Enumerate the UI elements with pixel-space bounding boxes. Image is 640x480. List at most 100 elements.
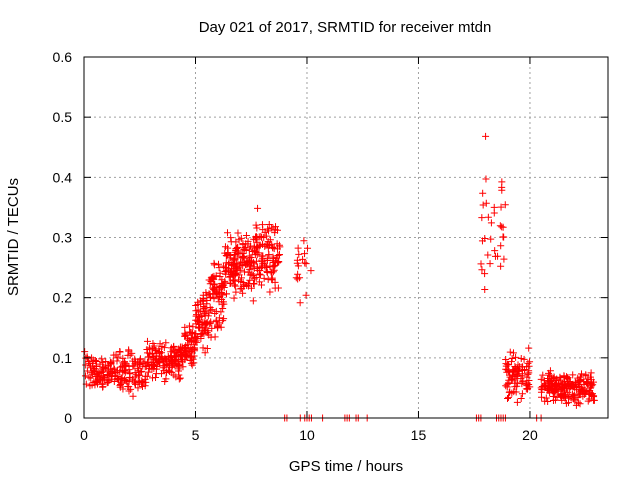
data-point [229,271,237,279]
data-point [181,330,189,338]
data-point [132,371,140,379]
data-point [221,249,229,257]
data-point [181,323,189,331]
data-point [582,371,590,379]
data-point [193,333,201,341]
data-point [568,382,576,390]
data-point [294,244,302,252]
data-point [512,388,520,396]
data-point [237,274,245,282]
data-point [194,317,202,325]
data-point [90,379,98,387]
data-point [513,398,521,406]
data-point [549,384,557,392]
data-point [304,244,312,252]
data-point [550,383,558,391]
data-point [214,323,222,331]
data-point [128,349,136,357]
data-point [224,229,232,237]
data-point [175,375,183,383]
data-point [525,369,533,377]
data-point [556,373,564,381]
data-point [173,360,181,368]
data-point [263,257,271,265]
data-point [264,244,272,252]
data-point [122,362,130,370]
data-point [182,352,190,360]
data-point [169,346,177,354]
data-point [207,318,215,326]
data-point [126,369,134,377]
data-point [302,291,310,299]
data-point [149,353,157,361]
data-point [187,359,195,367]
data-point [162,339,170,347]
data-point [584,375,592,383]
data-point [588,381,596,389]
data-point [156,340,164,348]
data-point [518,390,526,398]
data-point [88,368,96,376]
data-point [222,259,230,267]
data-point [477,260,485,268]
data-point [174,365,182,373]
data-point [208,306,216,314]
data-point [81,348,89,356]
data-point [85,373,93,381]
data-point [513,382,521,390]
data-point [109,357,117,365]
data-point [208,274,216,282]
data-point [98,380,106,388]
data-point [119,385,127,393]
data-point [160,367,168,375]
data-point [219,298,227,306]
data-point [199,294,207,302]
data-point [247,254,255,262]
data-point [504,393,512,401]
data-point [161,377,169,385]
data-point [200,305,208,313]
data-point [83,367,91,375]
data-point [239,240,247,248]
x-tick-label: 15 [411,427,427,443]
data-point [539,371,547,379]
data-point [523,373,531,381]
data-point [541,397,549,405]
data-point [264,238,272,246]
data-point [503,383,511,391]
data-point [490,209,498,217]
data-point [226,273,234,281]
data-point [110,351,118,359]
data-point [512,353,520,361]
y-tick-label: 0.6 [53,49,73,65]
data-point [213,283,221,291]
data-point [147,361,155,369]
data-point [239,289,247,297]
data-point [246,262,254,270]
data-point [210,261,218,269]
data-point [254,204,262,212]
data-point [195,312,203,320]
data-point [87,374,95,382]
data-point [234,243,242,251]
data-point [258,260,266,268]
data-point [301,250,309,258]
data-point [227,234,235,242]
data-point [255,270,263,278]
data-point [138,377,146,385]
data-point [544,377,552,385]
data-point [170,353,178,361]
data-point [271,284,279,292]
data-point [508,358,516,366]
data-point [91,356,99,364]
data-point [194,298,202,306]
data-point [125,346,133,354]
data-point [563,374,571,382]
data-point [482,132,490,140]
data-point [271,226,279,234]
data-point [144,368,152,376]
data-point [96,369,104,377]
data-point [559,380,567,388]
data-point [260,274,268,282]
